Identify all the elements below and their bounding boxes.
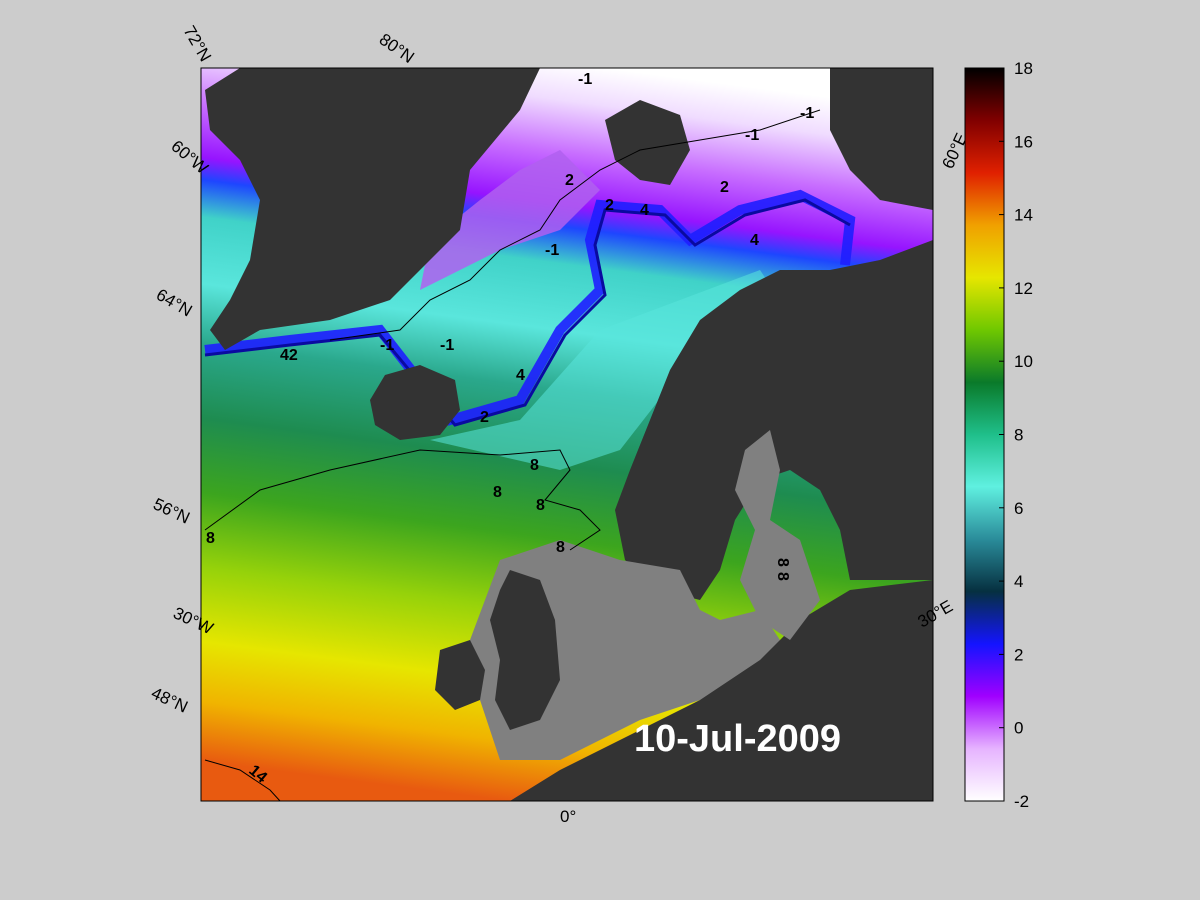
colorbar-tick-label: 12 <box>1014 279 1033 298</box>
greenland-land <box>205 68 540 350</box>
lat-56n-label: 56°N <box>150 494 192 527</box>
atlantic-inflow <box>430 270 780 470</box>
contour-label: -1 <box>578 71 592 88</box>
iceland-land <box>370 365 460 440</box>
contour-label: 2 <box>720 179 729 196</box>
contour-label: 8 <box>774 558 791 567</box>
lat-48n-label: 48°N <box>148 683 190 716</box>
contour-label: 8 <box>206 530 215 547</box>
british-isles-land <box>490 570 560 730</box>
colorbar-tick-label: 16 <box>1014 132 1033 151</box>
colorbar-tick-label: 10 <box>1014 352 1033 371</box>
contour-label: -1 <box>545 242 559 259</box>
map-frame <box>200 67 934 802</box>
contour-label: 2 <box>605 197 614 214</box>
contour-label: -1 <box>745 127 759 144</box>
contour-label: -1 <box>380 337 394 354</box>
lat-72n-label: 72°N <box>180 23 215 65</box>
colorbar-tick-label: 14 <box>1014 206 1033 225</box>
contour-label: 4 <box>750 232 759 249</box>
contour-labels: -1 -1 -1 -1 -1 -1 2 2 2 2 4 4 4 42 8 8 8… <box>206 71 814 787</box>
contour-label: 8 <box>530 457 539 474</box>
colorbar: 18 16 14 12 10 8 6 4 2 0 -2 <box>964 59 1033 811</box>
colorbar-tick-label: 6 <box>1014 499 1023 518</box>
contour-14 <box>204 759 281 801</box>
cold-water-region <box>420 150 600 290</box>
colorbar-tick-label: -2 <box>1014 792 1029 811</box>
colorbar-tick-label: 0 <box>1014 719 1023 738</box>
lat-64n-label: 64°N <box>153 285 195 320</box>
date-label: 10-Jul-2009 <box>634 718 841 760</box>
contour-label: 8 <box>536 497 545 514</box>
contour-label: 8 <box>774 572 791 581</box>
lon-0-label: 0° <box>560 807 576 826</box>
colorbar-tick-label: 18 <box>1014 59 1033 78</box>
ireland-land <box>435 640 485 710</box>
europe-land <box>510 580 933 801</box>
contour-label: -1 <box>800 105 814 122</box>
contour-label: 8 <box>493 484 502 501</box>
contour-label: 2 <box>480 409 489 426</box>
contour-label: -1 <box>440 337 454 354</box>
contour-label: 8 <box>556 539 565 556</box>
colorbar-tick-label: 4 <box>1014 572 1023 591</box>
colorbar-tick-label: 2 <box>1014 645 1023 664</box>
colorbar-tick-label: 8 <box>1014 426 1023 445</box>
lon-80n-label: 80°N <box>376 30 418 67</box>
colorbar-ticks: 18 16 14 12 10 8 6 4 2 0 -2 <box>999 59 1033 811</box>
contour-minus1 <box>329 109 821 341</box>
svalbard-land <box>605 100 690 185</box>
contour-8 <box>204 449 601 551</box>
polar-front-dark <box>204 198 851 427</box>
arctic-islands-land <box>830 68 933 210</box>
contour-label: 42 <box>280 347 298 364</box>
contour-label: 4 <box>516 367 525 384</box>
baltic-sea <box>735 430 820 640</box>
contour-label: 4 <box>640 202 649 219</box>
map-panel <box>201 68 933 801</box>
scandinavia-land <box>615 240 933 600</box>
colorbar-scale <box>964 67 1005 802</box>
polar-front-band <box>204 189 856 426</box>
contour-label: 2 <box>565 172 574 189</box>
